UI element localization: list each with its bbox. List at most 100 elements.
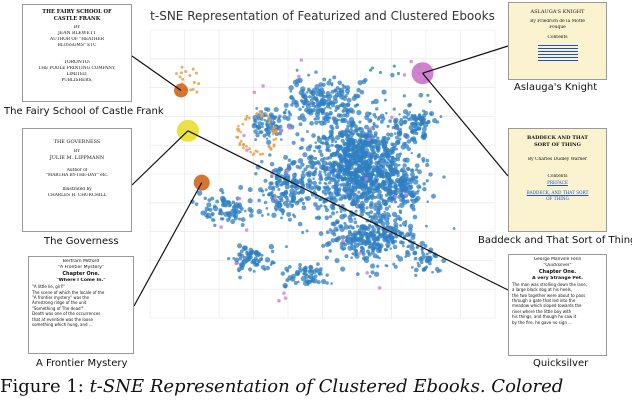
data-point [277, 177, 282, 182]
data-point [268, 146, 272, 150]
data-point [325, 281, 329, 285]
data-point [408, 102, 412, 107]
data-point [276, 118, 282, 123]
data-point [377, 286, 382, 290]
data-point [377, 115, 382, 120]
data-point [367, 245, 371, 249]
data-point [248, 213, 254, 218]
data-point [356, 230, 360, 235]
data-point [305, 229, 309, 233]
thumb-line: a large black dog at his heels, [512, 287, 573, 293]
data-point [293, 280, 298, 286]
data-point [327, 97, 332, 102]
data-point [349, 123, 353, 128]
data-point [342, 96, 347, 101]
data-point [378, 70, 383, 75]
data-point [231, 200, 236, 205]
data-point [318, 197, 322, 202]
data-point [301, 105, 305, 109]
data-point [271, 169, 276, 173]
data-point [256, 208, 263, 215]
data-point [313, 149, 316, 153]
data-point [415, 195, 421, 201]
data-point [334, 135, 341, 141]
thumb-line: BADDECK, AND THAT SORT [526, 190, 589, 196]
data-point [388, 173, 393, 178]
data-point [398, 209, 403, 213]
data-point [257, 198, 261, 203]
data-point [346, 120, 352, 125]
data-point [294, 200, 300, 206]
data-point [332, 232, 337, 237]
data-point [239, 249, 244, 254]
caption-frontier-mystery: A Frontier Mystery [36, 358, 128, 369]
data-point [378, 245, 383, 249]
data-point [425, 224, 428, 228]
data-point [300, 162, 305, 167]
data-point [336, 228, 339, 232]
data-point [318, 273, 321, 276]
data-point [391, 211, 398, 218]
data-point [251, 153, 255, 157]
data-point [365, 206, 369, 210]
data-point [416, 261, 420, 265]
data-point [310, 193, 315, 197]
data-point [327, 181, 332, 185]
data-point [356, 87, 361, 93]
data-point [335, 192, 339, 196]
thumb-line: SORT OF THING [534, 141, 581, 148]
data-point [360, 144, 365, 149]
data-point [394, 187, 398, 191]
data-point [386, 124, 390, 128]
data-point [345, 182, 350, 186]
data-point [365, 235, 370, 240]
data-point [326, 94, 330, 98]
data-point [301, 230, 305, 235]
data-point [354, 209, 358, 213]
data-point [315, 205, 321, 211]
data-point [304, 279, 310, 284]
data-point [324, 173, 327, 177]
leader-lines [131, 45, 509, 307]
data-point [429, 111, 435, 117]
data-point [369, 210, 374, 215]
data-point [360, 179, 363, 183]
data-point [245, 148, 249, 152]
data-point [397, 230, 402, 234]
data-point [328, 155, 332, 160]
data-point [386, 224, 390, 228]
data-point [331, 116, 337, 121]
data-point [416, 189, 420, 193]
data-point [340, 133, 345, 139]
data-point [313, 156, 318, 161]
data-point [373, 157, 377, 160]
data-point [422, 109, 426, 113]
data-point [407, 167, 411, 171]
toc-link [537, 59, 578, 61]
data-point [326, 102, 331, 107]
thumb-line: meadow which sloped towards the [512, 303, 582, 309]
data-point [303, 167, 308, 172]
data-point [305, 164, 310, 169]
data-point [397, 189, 404, 195]
data-point [421, 126, 427, 132]
data-point [355, 103, 359, 107]
data-point [289, 203, 294, 209]
data-point [346, 97, 352, 103]
thumb-line: The man was strolling down the lane, [512, 281, 588, 287]
data-point [329, 100, 334, 105]
thumb-line: JEAN BLEWETT [57, 31, 97, 37]
data-point [273, 198, 279, 204]
data-point [324, 255, 329, 260]
data-point [254, 172, 258, 176]
data-point [342, 170, 348, 177]
data-point [299, 188, 305, 194]
data-point [338, 156, 344, 162]
data-point [385, 248, 389, 252]
data-point [372, 178, 379, 185]
data-point [314, 120, 319, 125]
data-point [393, 200, 398, 204]
data-point [399, 168, 404, 173]
data-point [273, 196, 277, 200]
data-point [353, 220, 358, 225]
